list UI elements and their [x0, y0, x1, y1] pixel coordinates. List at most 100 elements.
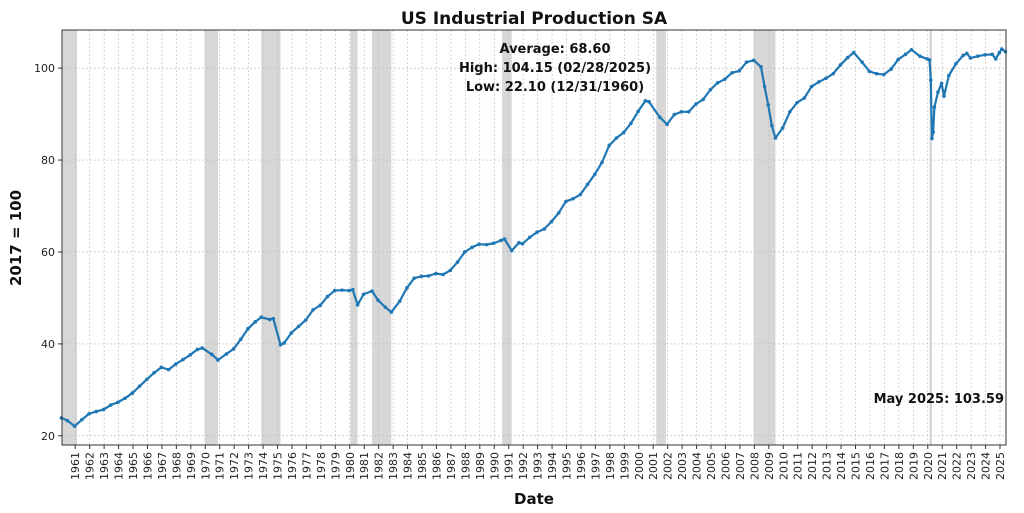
data-point [383, 305, 388, 309]
x-tick-label: 1971 [214, 452, 227, 480]
recession-band [350, 30, 358, 445]
data-point [152, 371, 156, 375]
data-point [188, 353, 193, 357]
data-point [145, 377, 149, 382]
recession-band [261, 30, 281, 445]
x-tick-label: 1966 [141, 452, 154, 480]
data-point [332, 288, 337, 293]
x-tick-label: 2014 [835, 452, 848, 480]
x-tick-label: 1995 [561, 452, 574, 480]
x-tick-label: 1986 [430, 452, 443, 480]
data-point [672, 112, 677, 117]
x-tick-label: 2025 [994, 452, 1007, 480]
data-point [788, 110, 792, 114]
data-point [629, 121, 633, 126]
data-point [216, 358, 220, 362]
data-point [621, 130, 626, 135]
data-point [509, 248, 514, 253]
data-point [350, 287, 355, 292]
data-point [831, 71, 836, 76]
x-tick-label: 1983 [387, 452, 400, 480]
data-point [549, 219, 554, 224]
data-point [311, 308, 315, 312]
recession-band [372, 30, 392, 445]
low-annotation: Low: 22.10 (12/31/1960) [466, 80, 644, 95]
x-tick-label: 2003 [676, 452, 689, 480]
data-point [927, 58, 932, 62]
data-point [723, 77, 727, 81]
y-tick-label: 40 [41, 338, 55, 351]
data-point [571, 196, 575, 201]
x-tick-label: 1964 [113, 452, 126, 480]
x-tick-label: 2002 [662, 452, 675, 480]
data-point [795, 100, 799, 105]
data-point [1003, 49, 1008, 54]
chart-title: US Industrial Production SA [401, 9, 668, 29]
x-tick-label: 1974 [257, 452, 270, 480]
x-tick-label: 1997 [589, 452, 602, 480]
data-point [159, 365, 164, 370]
data-point [535, 230, 539, 235]
data-point [701, 97, 705, 102]
data-point [993, 57, 998, 61]
data-point [737, 69, 742, 73]
x-tick-label: 1991 [503, 452, 516, 480]
y-axis-label: 2017 = 100 [7, 190, 25, 286]
data-point [882, 72, 886, 77]
data-point [271, 316, 276, 321]
recession-band [204, 30, 218, 445]
data-point [181, 357, 185, 362]
data-point [441, 272, 445, 277]
data-point [556, 211, 561, 215]
data-point [267, 317, 272, 322]
data-point [965, 51, 969, 56]
data-point [542, 227, 547, 231]
data-point [809, 84, 814, 89]
data-point [289, 331, 294, 335]
data-point [123, 396, 127, 400]
x-tick-label: 1979 [329, 452, 342, 480]
x-tick-label: 1981 [358, 452, 371, 480]
recession-band [62, 30, 78, 445]
data-point [101, 407, 106, 412]
data-point [304, 318, 308, 322]
data-point [773, 136, 778, 140]
x-tick-label: 2001 [647, 452, 660, 480]
x-tick-label: 2022 [951, 452, 964, 480]
x-tick-label: 2009 [763, 452, 776, 480]
data-point [816, 80, 821, 84]
data-point [744, 60, 749, 64]
data-point [932, 105, 937, 110]
data-point [108, 403, 113, 407]
data-point [477, 242, 482, 246]
x-tick-label: 2005 [705, 452, 718, 480]
data-point [325, 294, 330, 299]
x-tick-label: 2015 [850, 452, 863, 480]
data-point [860, 60, 864, 64]
data-point [72, 424, 77, 428]
x-tick-label: 2007 [734, 452, 747, 480]
x-tick-label: 1993 [532, 452, 545, 480]
x-tick-label: 2004 [691, 452, 704, 480]
data-point [838, 63, 843, 67]
x-tick-label: 1963 [98, 452, 111, 480]
y-axis-ticks: 20 40 60 80 100 [34, 62, 62, 443]
data-point [665, 122, 669, 127]
data-point [780, 126, 785, 130]
data-point [210, 352, 214, 357]
data-point [766, 103, 771, 107]
data-point [936, 90, 940, 94]
data-point [903, 52, 908, 57]
data-point [130, 391, 135, 395]
data-point [600, 160, 604, 165]
data-point [983, 53, 987, 57]
x-tick-label: 1998 [604, 452, 617, 480]
recession-band [656, 30, 666, 445]
data-point [246, 326, 250, 331]
data-point [389, 310, 394, 314]
data-point [376, 298, 380, 303]
data-point [173, 362, 178, 366]
x-tick-label: 2020 [922, 452, 935, 480]
data-point [448, 268, 453, 273]
